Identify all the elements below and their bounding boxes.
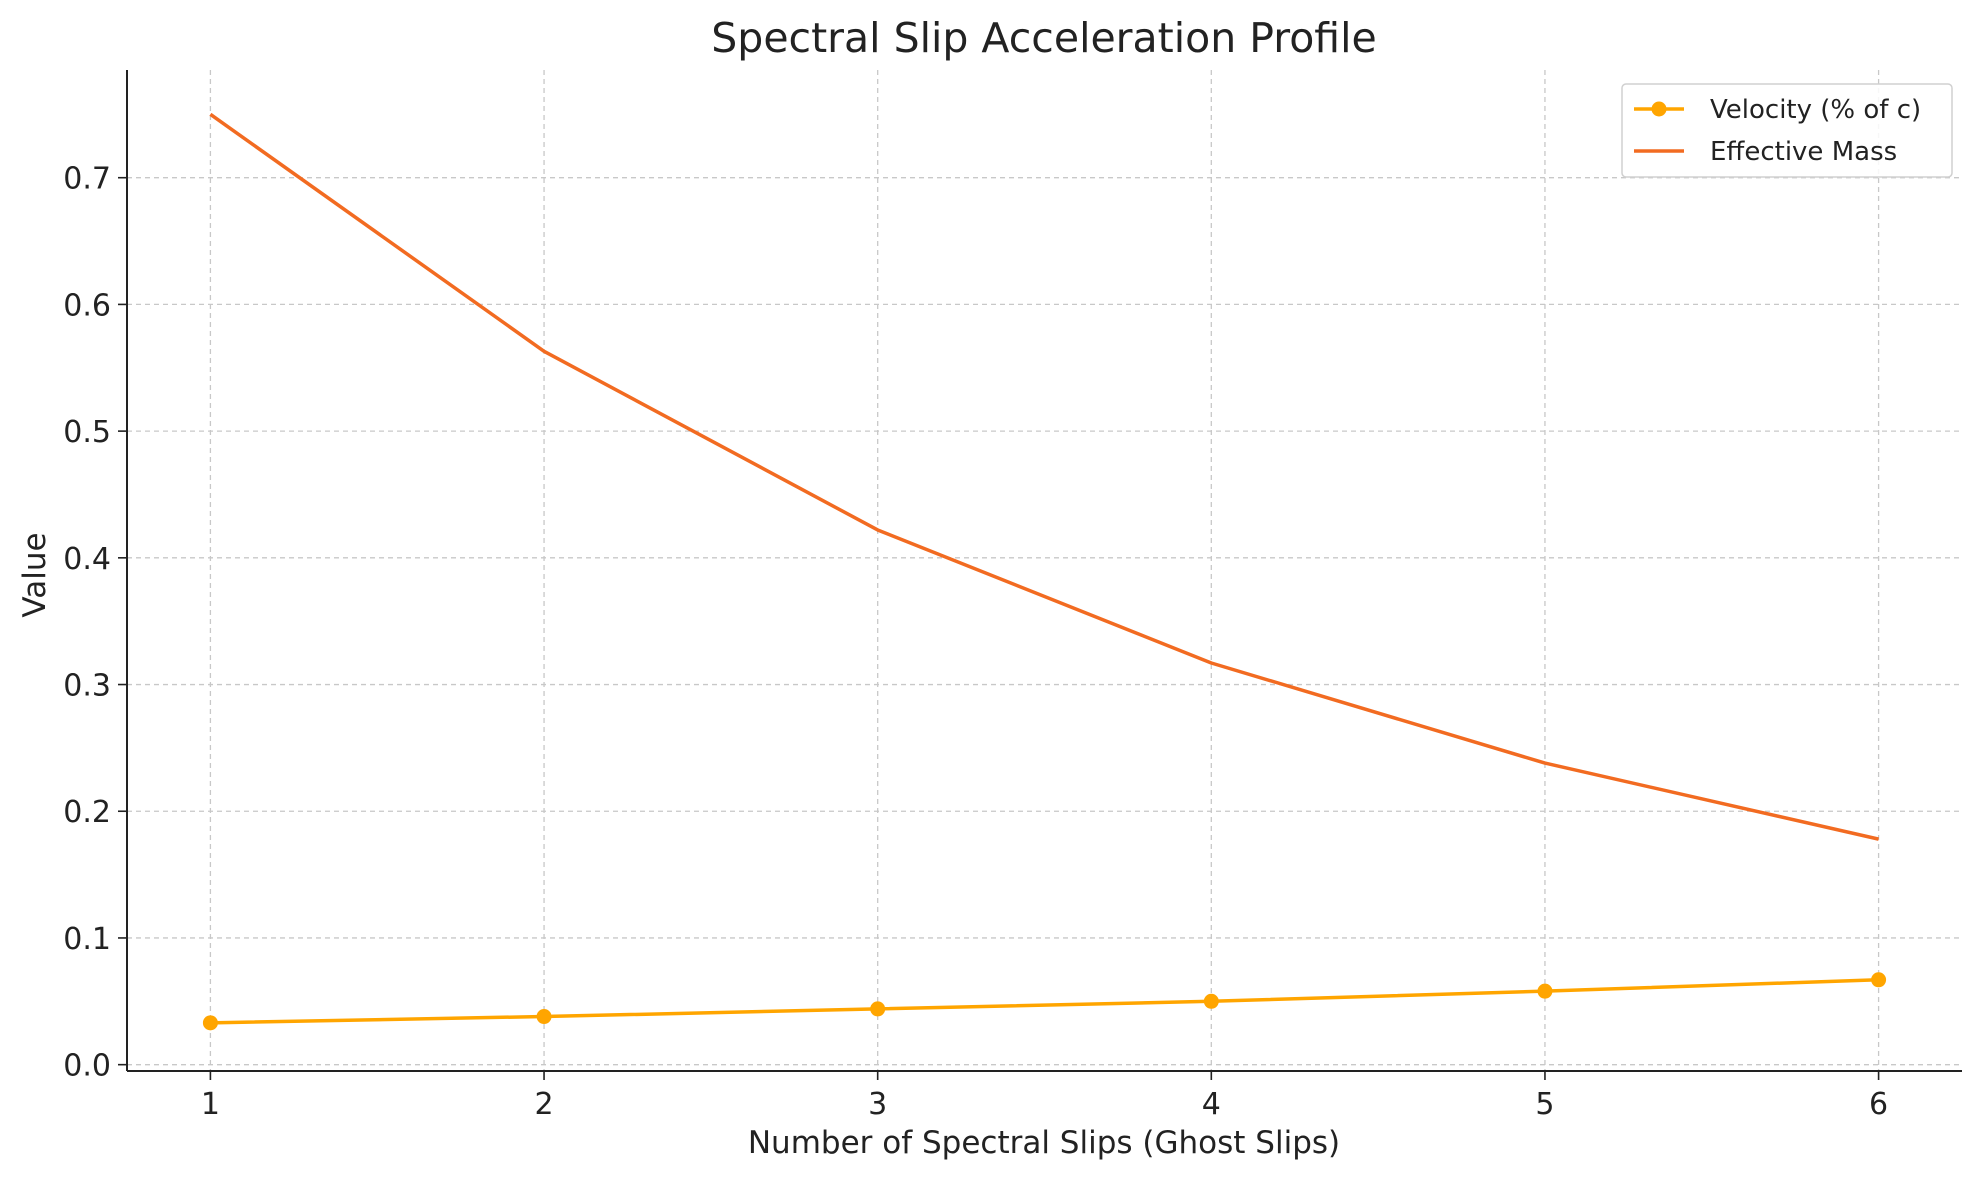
- axes-layer: [126, 70, 1962, 1072]
- y-axis-label: Value: [17, 532, 53, 617]
- x-tick-label: 3: [868, 1087, 887, 1122]
- series-line-1: [210, 978, 1879, 1025]
- series-1-point: [202, 1015, 218, 1031]
- legend-label-1: Velocity (% of c): [1710, 95, 1921, 125]
- y-tick-label: 0.6: [63, 288, 111, 323]
- grid-layer: [127, 70, 1962, 1071]
- x-axis-label: Number of Spectral Slips (Ghost Slips): [748, 1125, 1340, 1161]
- series-1-point: [1203, 993, 1219, 1009]
- series-1-point: [870, 1001, 886, 1017]
- x-tick-label: 2: [534, 1087, 553, 1122]
- series-layer: [202, 112, 1887, 1031]
- y-tick-label: 0.1: [63, 922, 111, 957]
- y-tick-label: 0.0: [63, 1049, 111, 1084]
- legend-label-2: Effective Mass: [1710, 137, 1897, 167]
- y-tick-label: 0.4: [63, 542, 111, 577]
- y-tick-label: 0.2: [63, 795, 111, 830]
- x-tick-label: 6: [1869, 1087, 1888, 1122]
- chart-title: Spectral Slip Acceleration Profile: [711, 14, 1376, 62]
- series-1-point: [536, 1009, 552, 1025]
- x-tick-label: 1: [201, 1087, 220, 1122]
- series-1-point: [1537, 983, 1553, 999]
- ticks-layer: 1 2 3 4 5 6 0.0 0.1 0.2 0.3 0.4 0.5 0.6 0.7: [63, 162, 1888, 1122]
- x-tick-label: 4: [1202, 1087, 1221, 1122]
- legend-marker-1: [1651, 101, 1667, 117]
- y-tick-label: 0.7: [63, 162, 111, 197]
- x-tick-label: 5: [1535, 1087, 1554, 1122]
- y-tick-label: 0.3: [63, 669, 111, 704]
- series-1-point: [1871, 972, 1887, 988]
- y-tick-label: 0.5: [63, 415, 111, 450]
- series-line-2: [209, 112, 1879, 841]
- legend: Velocity (% of c) Effective Mass: [1621, 83, 1953, 178]
- legend-box: [1621, 83, 1953, 178]
